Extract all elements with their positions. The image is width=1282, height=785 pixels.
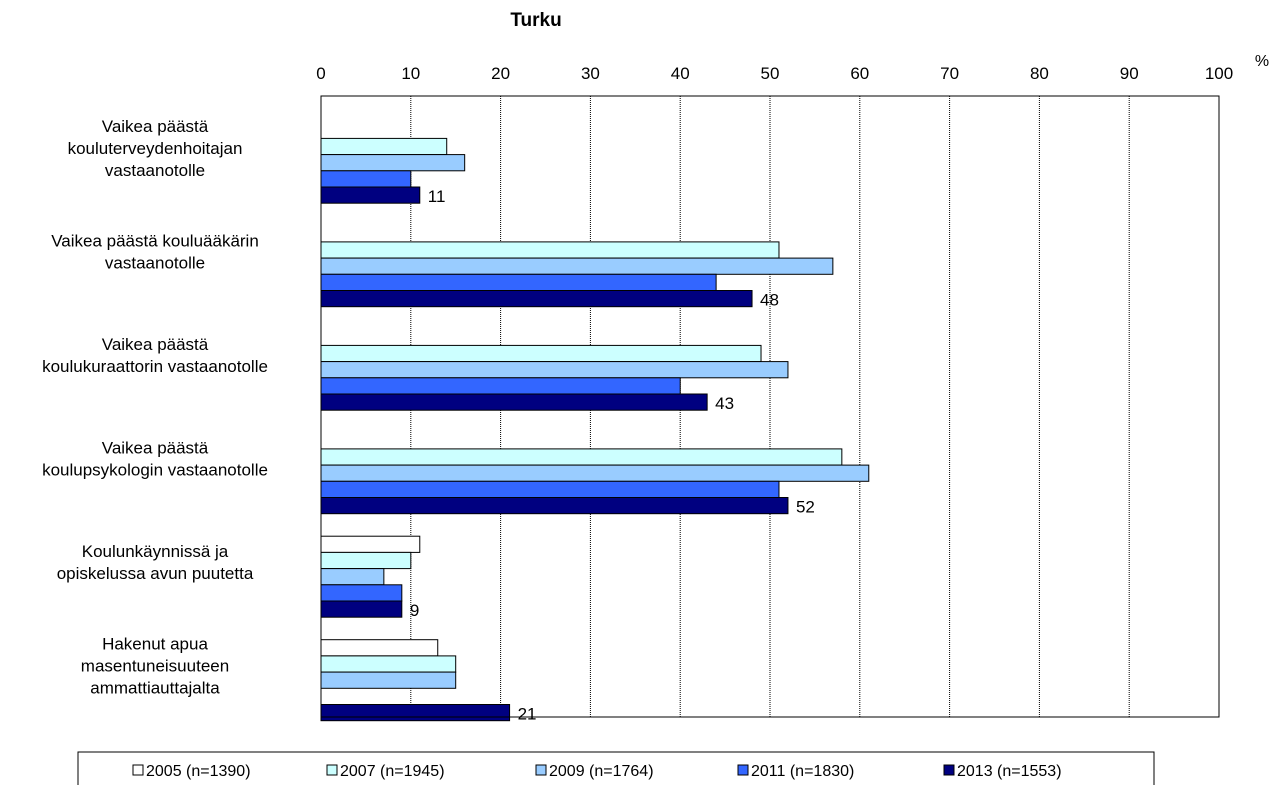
data-label: 21 (518, 705, 537, 724)
category-label: masentuneisuuteen (81, 656, 229, 675)
legend-swatch (326, 764, 338, 776)
category-label: Vaikea päästä (102, 117, 209, 136)
x-tick-label: 30 (581, 64, 600, 83)
bar (320, 377, 681, 395)
legend-label: 2005 (n=1390) (146, 763, 251, 780)
chart-title: Turku (510, 10, 561, 31)
category-label: ammattiauttajalta (90, 678, 220, 697)
legend-item: 2013 (n=1553) (943, 763, 1062, 780)
bar (320, 480, 780, 498)
data-label: 48 (760, 291, 779, 310)
category-label: koulukuraattorin vastaanotolle (42, 357, 268, 376)
category-labels: Vaikea päästä kouluterveydenhoitajan vasta… (42, 117, 268, 698)
category-label: koulupsykologin vastaanotolle (42, 460, 268, 479)
data-label: 52 (796, 498, 815, 517)
x-tick-label: 20 (491, 64, 510, 83)
category-label: vastaanotolle (105, 253, 205, 272)
bar (320, 170, 412, 188)
bar (320, 600, 403, 618)
bar (320, 290, 753, 308)
legend-label: 2011 (n=1830) (751, 763, 854, 780)
bar (320, 639, 439, 657)
category-label: kouluterveydenhoitajan (68, 139, 243, 158)
category-label: vastaanotolle (105, 161, 205, 180)
legend-item: 2005 (n=1390) (132, 763, 251, 780)
bar (320, 535, 421, 553)
category-label: Vaikea päästä (102, 335, 209, 354)
bars (320, 137, 870, 722)
bar (320, 551, 412, 570)
bar (320, 137, 448, 156)
legend-item: 2007 (n=1945) (326, 763, 445, 780)
x-tick-label: 0 (316, 64, 325, 83)
legend-label: 2013 (n=1553) (957, 763, 1062, 780)
bar (320, 448, 843, 466)
x-axis-ticks: 0 10 20 30 40 50 60 70 80 90 100 (316, 64, 1233, 83)
legend-item: 2009 (n=1764) (535, 763, 654, 780)
bar (320, 393, 708, 411)
category-label: Koulunkäynnissä ja (82, 542, 229, 561)
legend-box (77, 751, 1155, 785)
x-tick-label: 40 (671, 64, 690, 83)
bar (320, 655, 457, 673)
legend-swatch (737, 764, 749, 776)
category-label: Vaikea päästä kouluääkärin (51, 231, 259, 250)
category-label: Hakenut apua (102, 634, 208, 653)
category-label: Vaikea päästä (102, 438, 209, 457)
legend-swatch (535, 764, 547, 776)
x-tick-label: 50 (761, 64, 780, 83)
category-label: opiskelussa avun puutetta (57, 564, 254, 583)
bar (320, 584, 403, 602)
x-tick-label: 100 (1205, 64, 1233, 83)
bar (320, 257, 834, 275)
bar (320, 344, 762, 363)
data-labels: 11 48 43 52 9 21 (410, 187, 815, 724)
bar (320, 273, 717, 291)
legend-label: 2009 (n=1764) (549, 763, 654, 780)
bar (320, 497, 789, 515)
x-tick-label: 70 (940, 64, 959, 83)
legend: 2005 (n=1390) 2007 (n=1945) 2009 (n=1764) 2… (132, 763, 1062, 780)
bar (320, 241, 780, 259)
bar (320, 154, 466, 172)
bar (320, 704, 511, 722)
data-label: 9 (410, 601, 419, 620)
bar (320, 671, 457, 689)
legend-swatch (132, 764, 144, 776)
unit-label: % (1255, 53, 1269, 70)
x-tick-label: 60 (850, 64, 869, 83)
x-tick-label: 10 (401, 64, 420, 83)
bar (320, 464, 870, 482)
plot-area-border (320, 95, 1220, 718)
legend-swatch (943, 764, 955, 776)
legend-item: 2011 (n=1830) (737, 763, 854, 780)
data-label: 43 (715, 394, 734, 413)
bar (320, 186, 421, 204)
legend-label: 2007 (n=1945) (340, 763, 445, 780)
x-tick-label: 90 (1120, 64, 1139, 83)
data-label: 11 (428, 187, 446, 206)
x-tick-label: 80 (1030, 64, 1049, 83)
bar (320, 568, 385, 586)
bar (320, 361, 789, 379)
